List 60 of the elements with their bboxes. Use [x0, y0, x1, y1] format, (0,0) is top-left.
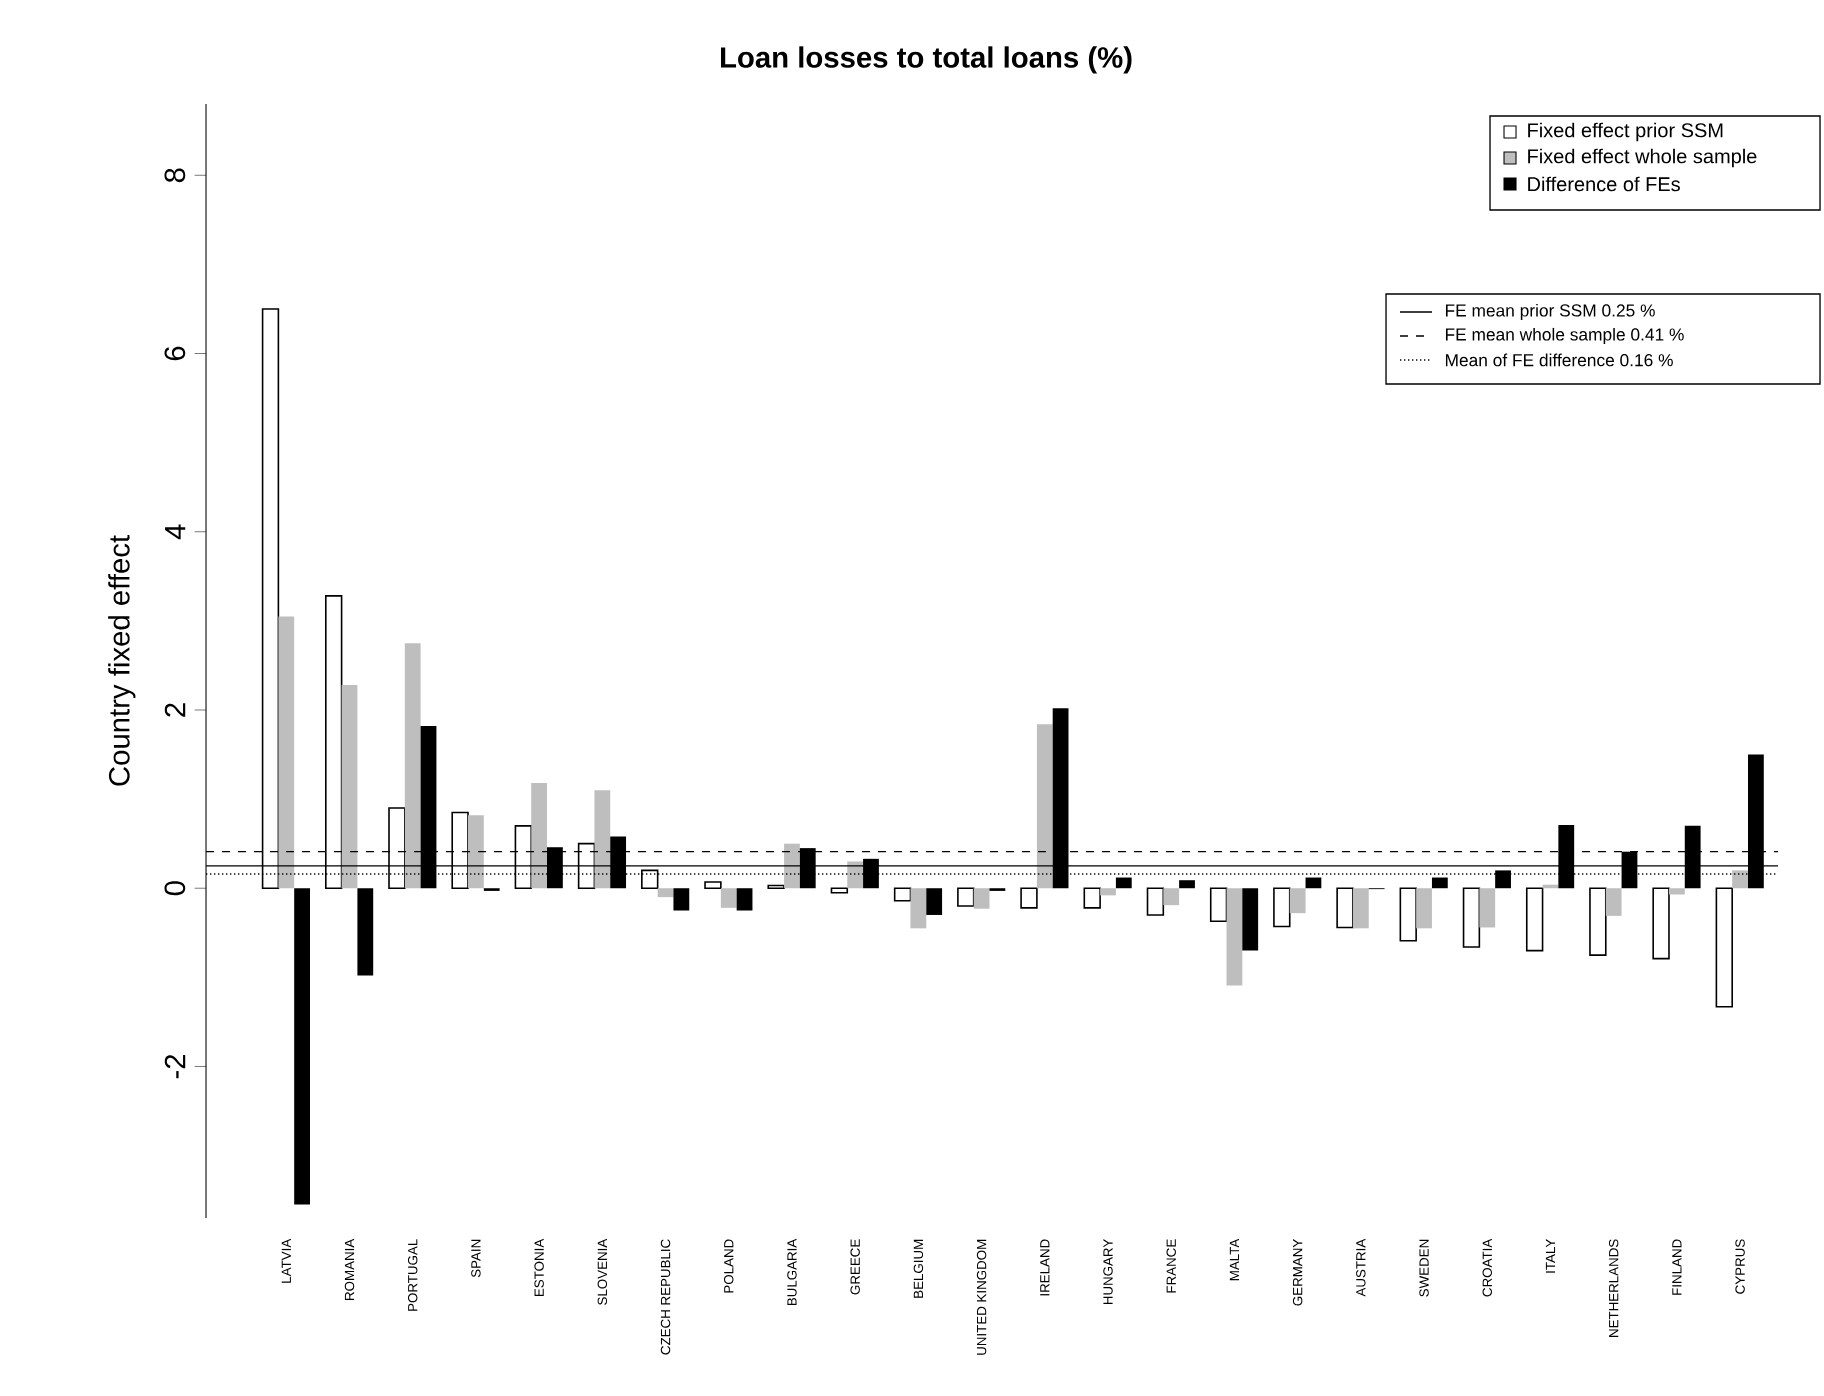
bar — [657, 888, 674, 898]
bar — [357, 888, 374, 976]
bar — [1242, 888, 1259, 951]
bar — [1479, 888, 1496, 928]
bar — [973, 888, 990, 909]
bar — [704, 881, 722, 890]
bar — [1605, 888, 1622, 916]
legend-label: FE mean prior SSM 0.25 % — [1445, 303, 1655, 321]
bar — [720, 888, 737, 908]
y-tick-label: 2 — [164, 703, 186, 717]
bar — [893, 887, 912, 902]
bar — [531, 783, 548, 889]
bar — [1336, 887, 1354, 929]
bar — [1273, 887, 1291, 928]
bar — [594, 790, 611, 889]
chart-title: Loan losses to total loans (%) — [721, 46, 1132, 74]
legend-label: Difference of FEs — [1528, 176, 1680, 192]
bar — [1352, 888, 1369, 929]
bar — [1020, 887, 1038, 909]
bar — [1146, 887, 1165, 916]
bar — [1163, 888, 1180, 906]
bar — [847, 861, 864, 889]
bar — [1732, 870, 1748, 889]
y-tick-label: 8 — [164, 168, 186, 183]
y-axis-title: Country fixed effect — [108, 535, 136, 786]
bar — [1179, 880, 1195, 889]
bar — [1715, 887, 1733, 1008]
bar — [1462, 887, 1481, 948]
y-tick-label: -2 — [164, 1054, 186, 1079]
bar — [1289, 888, 1306, 914]
bar — [830, 887, 849, 894]
bar — [1209, 887, 1228, 923]
bar — [957, 887, 975, 907]
bar — [1226, 888, 1243, 986]
y-tick-label: 6 — [164, 346, 186, 361]
y-tick-label: 0 — [164, 881, 186, 896]
bar — [1083, 887, 1101, 909]
legend-label: FE mean whole sample 0.41 % — [1445, 327, 1684, 345]
bar — [1668, 888, 1685, 895]
bar — [910, 888, 927, 929]
legend-label: Mean of FE difference 0.16 % — [1445, 353, 1673, 367]
bar — [1100, 888, 1116, 896]
bar — [736, 888, 753, 911]
legend-label: Fixed effect whole sample — [1528, 148, 1757, 168]
bar — [1416, 888, 1432, 929]
bar — [341, 685, 358, 889]
bar — [784, 843, 800, 889]
bar — [926, 888, 943, 915]
bar — [404, 643, 421, 889]
bar — [1036, 724, 1053, 889]
bar — [1399, 887, 1417, 942]
bar — [673, 888, 690, 911]
y-tick-label: 4 — [165, 524, 186, 540]
bar — [1525, 887, 1544, 952]
legend-label: Fixed effect prior SSM — [1528, 122, 1723, 142]
bar — [1652, 887, 1670, 960]
bar — [468, 815, 484, 889]
bar — [1589, 887, 1607, 956]
bar — [278, 616, 295, 889]
bar — [294, 888, 310, 1205]
